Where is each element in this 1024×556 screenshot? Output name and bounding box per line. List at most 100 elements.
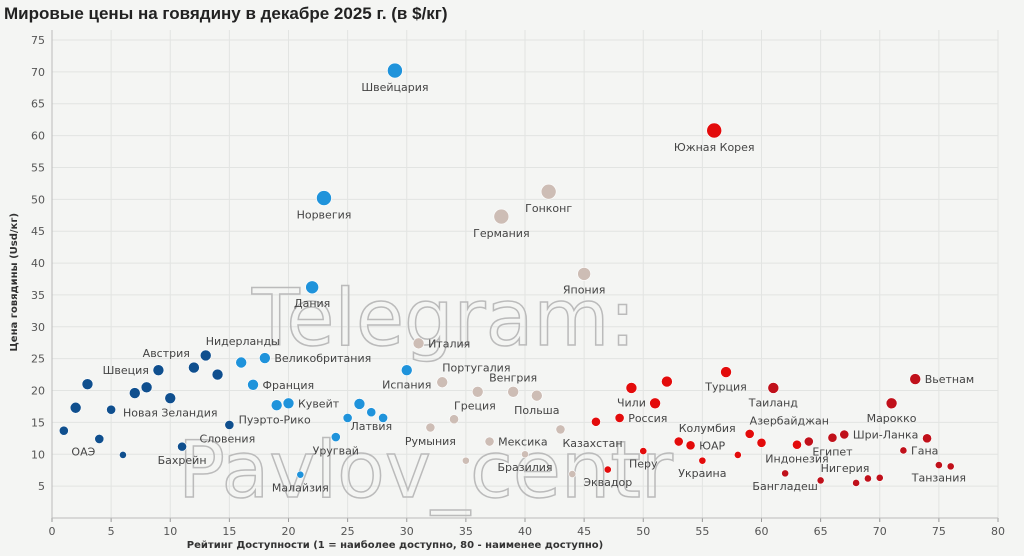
data-point xyxy=(224,420,235,430)
data-label: Испания xyxy=(382,379,431,392)
data-point xyxy=(885,397,898,410)
y-tick-label: 40 xyxy=(31,257,45,270)
x-tick-label: 25 xyxy=(341,525,355,538)
data-label: Россия xyxy=(628,412,667,425)
x-tick-label: 10 xyxy=(163,525,177,538)
data-point xyxy=(591,416,601,427)
y-tick-label: 5 xyxy=(38,480,45,493)
data-point xyxy=(140,381,153,394)
data-point xyxy=(839,429,850,440)
data-label: Пуэрто-Рико xyxy=(239,414,311,427)
data-label: Гана xyxy=(911,444,938,457)
data-point xyxy=(756,437,767,448)
y-tick-label: 45 xyxy=(31,225,45,238)
data-point xyxy=(316,190,332,206)
data-label: Нигерия xyxy=(821,462,870,475)
y-tick-label: 25 xyxy=(31,353,45,366)
data-label: Португалия xyxy=(442,362,510,375)
data-point xyxy=(342,413,353,423)
x-axis-label: Рейтинг Доступности (1 = наиболее доступ… xyxy=(187,539,603,551)
data-point xyxy=(119,451,127,459)
data-point xyxy=(852,479,860,487)
data-point xyxy=(698,456,707,465)
data-label: Латвия xyxy=(350,420,392,433)
x-tick-label: 65 xyxy=(814,525,828,538)
x-tick-label: 80 xyxy=(991,525,1005,538)
data-point xyxy=(781,469,790,478)
data-point xyxy=(864,474,872,483)
y-tick-label: 75 xyxy=(31,34,45,47)
y-tick-label: 10 xyxy=(31,448,45,461)
y-axis-label: Цена говядины (Usd/кг) xyxy=(9,213,20,352)
data-point xyxy=(555,424,566,435)
data-point xyxy=(270,399,283,411)
data-label: Вьетнам xyxy=(925,373,974,386)
data-point xyxy=(106,404,117,415)
data-point xyxy=(471,386,484,398)
data-label: Малайзия xyxy=(272,481,329,494)
data-label: Египет xyxy=(812,445,853,458)
data-label: Италия xyxy=(428,337,470,350)
chart-title: Мировые цены на говядину в декабре 2025 … xyxy=(4,4,448,23)
data-point xyxy=(792,439,802,450)
x-tick-label: 0 xyxy=(49,525,56,538)
data-point xyxy=(412,337,425,350)
y-tick-label: 60 xyxy=(31,130,45,143)
data-label: Франция xyxy=(263,379,315,392)
data-point xyxy=(922,433,932,444)
data-point xyxy=(803,436,814,447)
data-point xyxy=(378,413,388,423)
x-tick-label: 60 xyxy=(755,525,769,538)
data-label: Венгрия xyxy=(489,371,537,384)
data-label: Колумбия xyxy=(679,422,736,435)
data-label: Таиланд xyxy=(748,396,799,409)
data-point xyxy=(614,413,625,423)
data-point xyxy=(827,432,838,443)
data-point xyxy=(330,432,341,442)
data-label: Танзания xyxy=(911,472,966,485)
y-tick-label: 55 xyxy=(31,161,45,174)
data-point xyxy=(899,446,908,455)
x-tick-label: 75 xyxy=(932,525,946,538)
data-label: Украина xyxy=(678,467,726,480)
data-label: Гонконг xyxy=(525,202,572,215)
data-label: Новая Зеландия xyxy=(123,407,218,420)
data-point xyxy=(164,392,177,404)
data-label: Дания xyxy=(294,297,330,310)
data-label: Марокко xyxy=(867,412,917,425)
data-label: Мексика xyxy=(498,436,547,449)
data-point xyxy=(639,447,648,455)
data-label: Шри-Ланка xyxy=(853,429,918,442)
data-label: Польша xyxy=(514,404,559,417)
data-label: ЮАР xyxy=(699,439,725,452)
y-tick-label: 35 xyxy=(31,289,45,302)
x-tick-label: 70 xyxy=(873,525,887,538)
data-point xyxy=(69,401,82,414)
data-point xyxy=(493,208,510,225)
watermark-text: Pavlov_centr xyxy=(178,426,674,516)
data-label: Чили xyxy=(617,396,646,409)
y-tick-label: 15 xyxy=(31,416,45,429)
data-label: Нидерланды xyxy=(206,335,280,348)
data-label: Бангладеш xyxy=(752,480,817,493)
y-tick-label: 20 xyxy=(31,385,45,398)
data-point xyxy=(507,386,519,398)
data-point xyxy=(577,267,591,281)
x-tick-label: 20 xyxy=(282,525,296,538)
data-label: Бразилия xyxy=(497,461,552,474)
data-point xyxy=(816,476,825,485)
data-point xyxy=(875,473,884,482)
x-tick-label: 55 xyxy=(695,525,709,538)
data-point xyxy=(81,378,94,390)
data-point xyxy=(387,62,403,79)
x-tick-label: 40 xyxy=(518,525,532,538)
data-label: Германия xyxy=(473,227,529,240)
data-point xyxy=(128,387,141,399)
x-tick-label: 30 xyxy=(400,525,414,538)
data-point xyxy=(282,397,295,410)
data-point xyxy=(305,280,319,295)
data-label: Норвегия xyxy=(297,209,352,222)
data-point xyxy=(366,407,377,418)
